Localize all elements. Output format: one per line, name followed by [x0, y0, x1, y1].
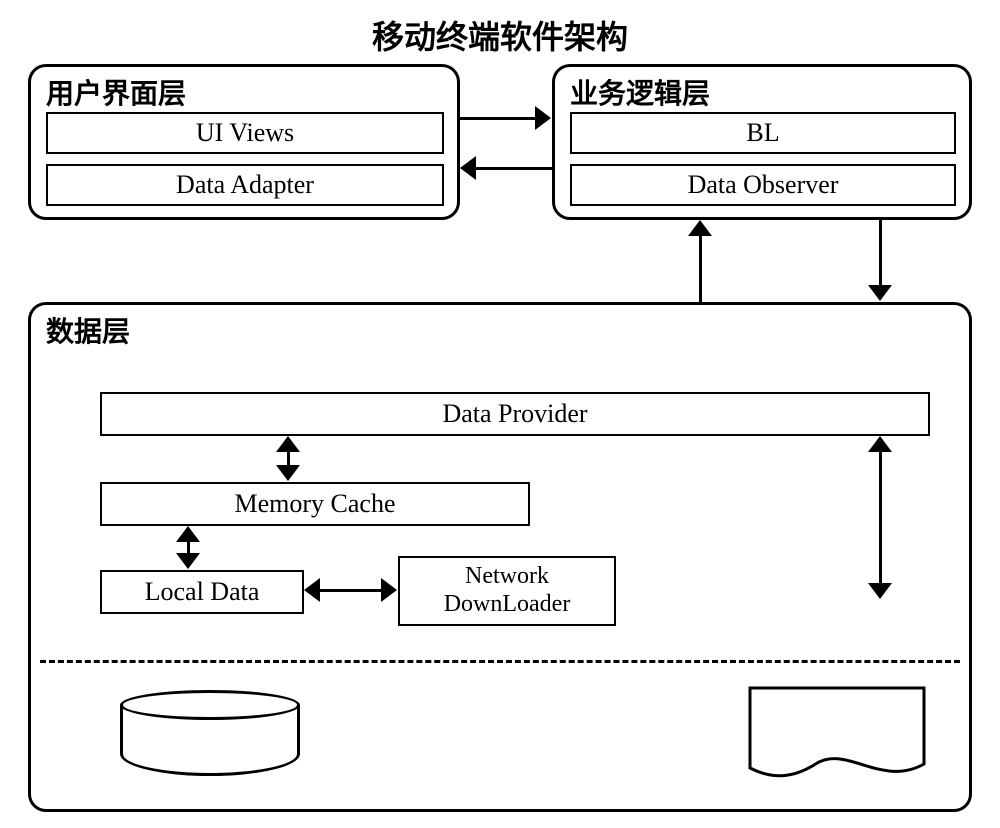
database-cylinder-top-icon [120, 690, 300, 720]
logic-item-1: Data Observer [570, 164, 956, 206]
data-layer-title: 数据层 [46, 310, 130, 350]
diagram-title: 移动终端软件架构 [0, 12, 1000, 58]
document-page-icon [748, 686, 926, 782]
data-item-2: Local Data [100, 570, 304, 614]
ui-item-0: UI Views [46, 112, 444, 154]
data-item-3: NetworkDownLoader [398, 556, 616, 626]
logic-layer-title: 业务逻辑层 [570, 72, 710, 112]
data-item-0: Data Provider [100, 392, 930, 436]
ui-layer-title: 用户界面层 [46, 72, 186, 112]
data-item-1: Memory Cache [100, 482, 530, 526]
data-layer-divider [40, 660, 960, 663]
ui-item-1: Data Adapter [46, 164, 444, 206]
logic-item-0: BL [570, 112, 956, 154]
